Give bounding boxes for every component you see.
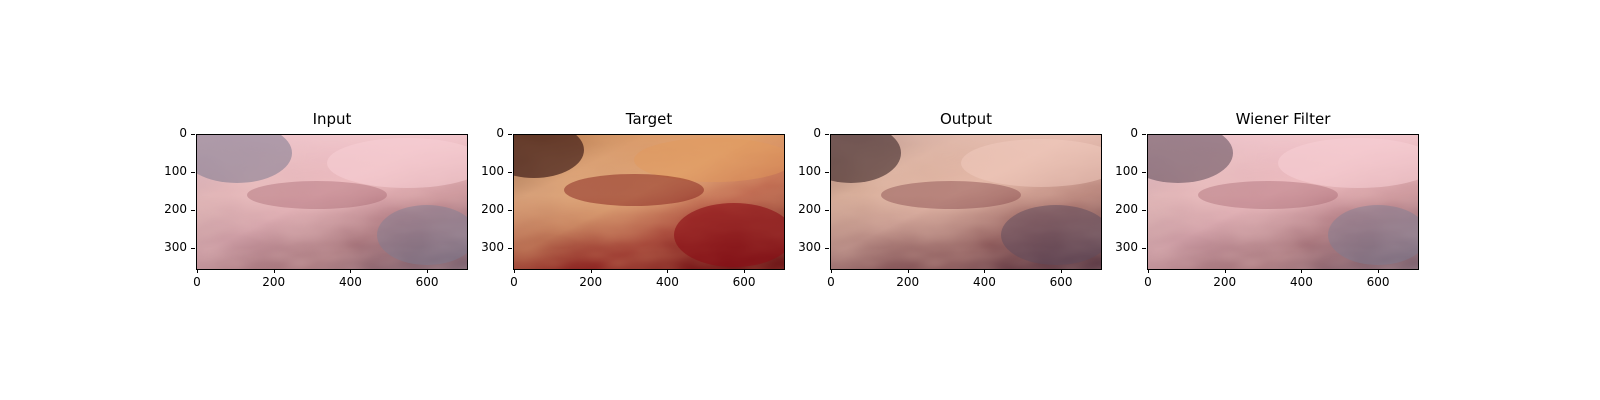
image-output (830, 134, 1102, 270)
x-tick-label: 600 (415, 275, 439, 289)
y-tick (191, 248, 195, 250)
y-tick (825, 210, 829, 212)
x-tick (590, 269, 592, 273)
y-tick (191, 134, 195, 135)
image-target (513, 134, 785, 270)
x-tick (667, 269, 669, 273)
x-tick (984, 269, 986, 273)
panel-title: Target (625, 110, 673, 128)
x-tick-label: 400 (655, 275, 679, 289)
y-tick (508, 210, 512, 212)
y-tick-label: 0 (1130, 126, 1138, 140)
y-tick (191, 172, 195, 174)
x-tick (350, 269, 352, 273)
panel-title: Wiener Filter (1235, 110, 1331, 128)
image-wiener-filter (1147, 134, 1419, 270)
x-tick (907, 269, 909, 273)
y-tick (508, 248, 512, 250)
x-tick-label: 600 (732, 275, 756, 289)
y-tick (1142, 172, 1146, 174)
x-tick (273, 269, 275, 273)
y-tick (191, 210, 195, 212)
panel-input: Input 0 100 200 300 0 200 400 600 (164, 0, 496, 300)
x-tick-label: 0 (1144, 275, 1152, 289)
y-tick (1142, 134, 1146, 135)
x-tick-label: 200 (262, 275, 286, 289)
y-tick-label: 200 (798, 202, 821, 217)
y-tick (1142, 248, 1146, 250)
x-tick-label: 200 (1213, 275, 1237, 289)
x-tick (831, 269, 832, 273)
y-tick-label: 100 (481, 164, 504, 179)
y-tick-label: 300 (1115, 240, 1138, 255)
y-tick-label: 0 (179, 126, 187, 140)
x-tick-label: 400 (1289, 275, 1313, 289)
panel-target: Target 0 100 200 300 0 200 400 600 (481, 0, 813, 300)
y-tick (825, 248, 829, 250)
x-tick (1301, 269, 1303, 273)
panel-title: Output (939, 110, 993, 128)
x-tick-label: 600 (1366, 275, 1390, 289)
y-tick-label: 0 (813, 126, 821, 140)
x-tick-label: 200 (896, 275, 920, 289)
x-tick-label: 400 (972, 275, 996, 289)
x-tick-label: 0 (827, 275, 835, 289)
y-tick (825, 172, 829, 174)
y-tick-label: 300 (481, 240, 504, 255)
y-tick-label: 200 (1115, 202, 1138, 217)
y-tick (825, 134, 829, 135)
x-tick-label: 200 (579, 275, 603, 289)
panel-output: Output 0 100 200 300 0 200 400 600 (798, 0, 1130, 300)
y-tick (1142, 210, 1146, 212)
x-tick-label: 400 (338, 275, 362, 289)
y-tick (508, 172, 512, 174)
y-tick-label: 200 (164, 202, 187, 217)
panel-wiener-filter: Wiener Filter 0 100 200 300 0 200 400 600 (1115, 0, 1447, 300)
x-tick (1378, 269, 1380, 273)
x-tick-label: 0 (193, 275, 201, 289)
y-tick-label: 300 (798, 240, 821, 255)
x-tick (514, 269, 515, 273)
x-tick (197, 269, 198, 273)
x-tick (1148, 269, 1149, 273)
y-tick-label: 100 (164, 164, 187, 179)
x-tick (1224, 269, 1226, 273)
y-tick-label: 100 (798, 164, 821, 179)
y-tick-label: 100 (1115, 164, 1138, 179)
x-tick (1061, 269, 1063, 273)
y-tick-label: 0 (496, 126, 504, 140)
y-tick (508, 134, 512, 135)
x-tick-label: 0 (510, 275, 518, 289)
y-tick-label: 200 (481, 202, 504, 217)
x-tick (427, 269, 429, 273)
image-input (196, 134, 468, 270)
panel-title: Input (312, 110, 352, 128)
x-tick (744, 269, 746, 273)
y-tick-label: 300 (164, 240, 187, 255)
x-tick-label: 600 (1049, 275, 1073, 289)
